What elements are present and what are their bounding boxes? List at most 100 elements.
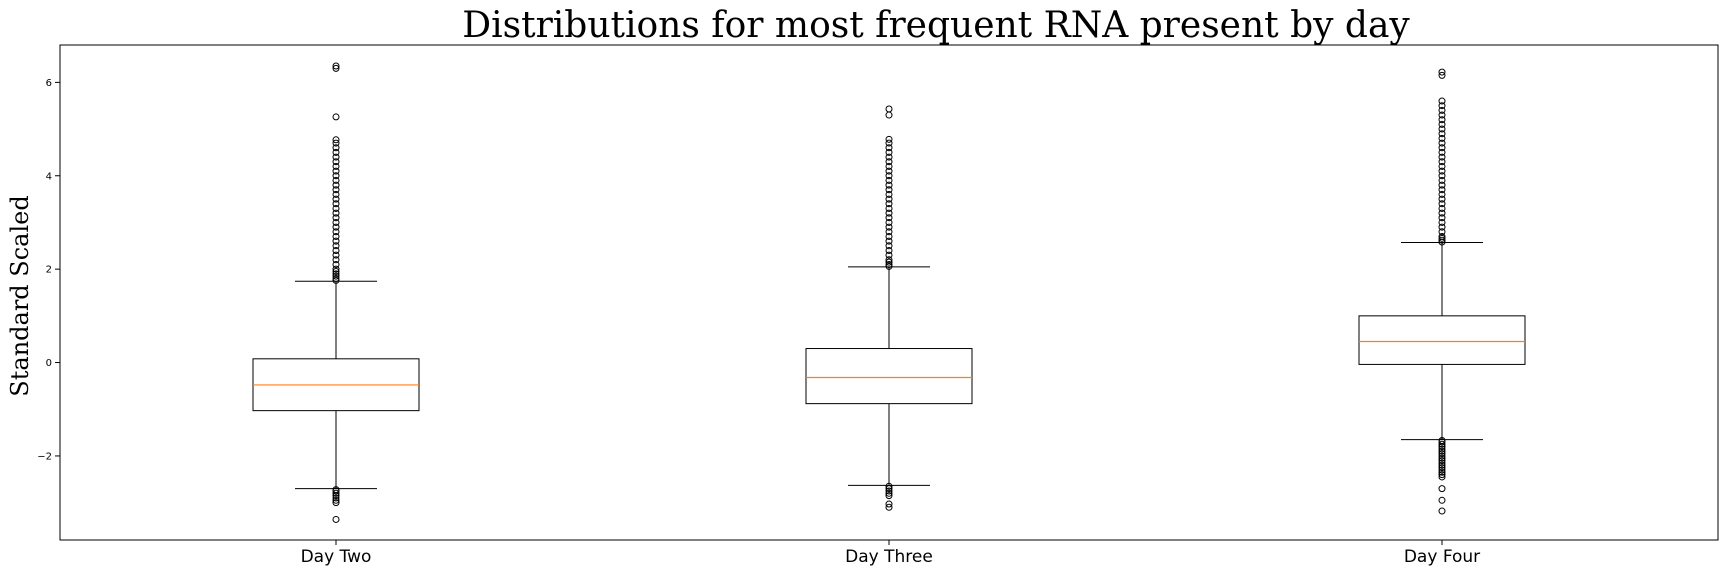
outlier-point <box>332 232 340 240</box>
y-tick-label: 4 <box>46 171 52 182</box>
outlier-point <box>1438 200 1446 208</box>
outlier-point <box>885 260 893 268</box>
outlier-point <box>885 144 893 152</box>
outlier-point <box>1438 162 1446 170</box>
outlier-point <box>332 136 340 144</box>
outlier-point <box>332 113 340 121</box>
y-tick-label: 0 <box>46 358 52 369</box>
outlier-point <box>332 181 340 189</box>
outlier-point <box>1438 116 1446 124</box>
outlier-point <box>1438 97 1446 105</box>
outlier-point <box>885 214 893 222</box>
plot-area: −2 0 2 4 6 Day Two Day Three Day Four <box>37 44 1719 567</box>
outlier-point <box>885 200 893 208</box>
outlier-point <box>885 503 893 511</box>
outlier-point <box>885 190 893 198</box>
outlier-point <box>1438 134 1446 142</box>
x-tick-label: Day Four <box>1404 547 1480 567</box>
outlier-point <box>332 64 340 72</box>
outlier-point <box>332 214 340 222</box>
outlier-point <box>332 242 340 250</box>
outlier-point <box>1438 181 1446 189</box>
box-iqr <box>1358 315 1526 365</box>
outlier-point <box>332 139 340 147</box>
outlier-point <box>332 487 340 495</box>
outlier-point <box>332 276 340 284</box>
outlier-point <box>1438 468 1446 476</box>
outlier-point <box>332 267 340 275</box>
outlier-point <box>332 492 340 500</box>
outlier-point <box>332 515 340 523</box>
outlier-point <box>332 499 340 507</box>
outlier-point <box>332 256 340 264</box>
outlier-point <box>332 260 340 268</box>
outlier-point <box>1438 102 1446 110</box>
outlier-point <box>1438 461 1446 469</box>
outlier-point <box>1438 195 1446 203</box>
outlier-point <box>885 500 893 508</box>
outlier-point <box>1438 452 1446 460</box>
outlier-point <box>332 223 340 231</box>
y-tick-label: 2 <box>46 265 52 276</box>
outlier-point <box>1438 130 1446 138</box>
outlier-point <box>332 489 340 497</box>
outlier-point <box>885 258 893 266</box>
outlier-point <box>1438 172 1446 180</box>
outlier-point <box>885 237 893 245</box>
outlier-point <box>332 186 340 194</box>
outlier-point <box>332 270 340 278</box>
outlier-point <box>1438 120 1446 128</box>
outlier-point <box>332 144 340 152</box>
outlier-point <box>332 172 340 180</box>
outlier-point <box>885 111 893 119</box>
outlier-point <box>1438 111 1446 119</box>
outlier-point <box>1438 158 1446 166</box>
outlier-point <box>1438 471 1446 479</box>
outlier-point <box>885 186 893 194</box>
outlier-point <box>1438 148 1446 156</box>
outlier-point <box>885 256 893 264</box>
outlier-point <box>885 153 893 161</box>
outlier-point <box>332 153 340 161</box>
outlier-point <box>332 218 340 226</box>
outlier-point <box>1438 232 1446 240</box>
outlier-point <box>332 195 340 203</box>
outlier-point <box>1438 214 1446 222</box>
outlier-point <box>1438 228 1446 236</box>
outlier-point <box>885 232 893 240</box>
outlier-point <box>1438 464 1446 472</box>
outlier-point <box>1438 445 1446 453</box>
outlier-point <box>1438 176 1446 184</box>
outlier-point <box>885 228 893 236</box>
outlier-point <box>332 204 340 212</box>
outlier-point <box>885 246 893 254</box>
outlier-point <box>1438 450 1446 458</box>
outlier-point <box>1438 438 1446 446</box>
outlier-point <box>332 167 340 175</box>
outlier-point <box>332 162 340 170</box>
outlier-point <box>885 167 893 175</box>
outlier-point <box>885 176 893 184</box>
outlier-point <box>1438 440 1446 448</box>
outlier-point <box>885 162 893 170</box>
outlier-point <box>1438 144 1446 152</box>
outlier-point <box>885 492 893 500</box>
outlier-point <box>885 172 893 180</box>
outlier-point <box>332 237 340 245</box>
outlier-point <box>1438 454 1446 462</box>
outlier-point <box>885 139 893 147</box>
outlier-point <box>885 482 893 490</box>
outlier-point <box>1438 186 1446 194</box>
outlier-point <box>332 209 340 217</box>
outlier-point <box>885 251 893 259</box>
outlier-point <box>1438 209 1446 217</box>
outlier-point <box>1438 459 1446 467</box>
outlier-point <box>332 496 340 504</box>
outlier-point <box>332 251 340 259</box>
outlier-point <box>332 200 340 208</box>
outlier-point <box>885 489 893 497</box>
outlier-point <box>885 148 893 156</box>
outlier-point <box>332 274 340 282</box>
y-tick-label: −2 <box>37 451 52 462</box>
